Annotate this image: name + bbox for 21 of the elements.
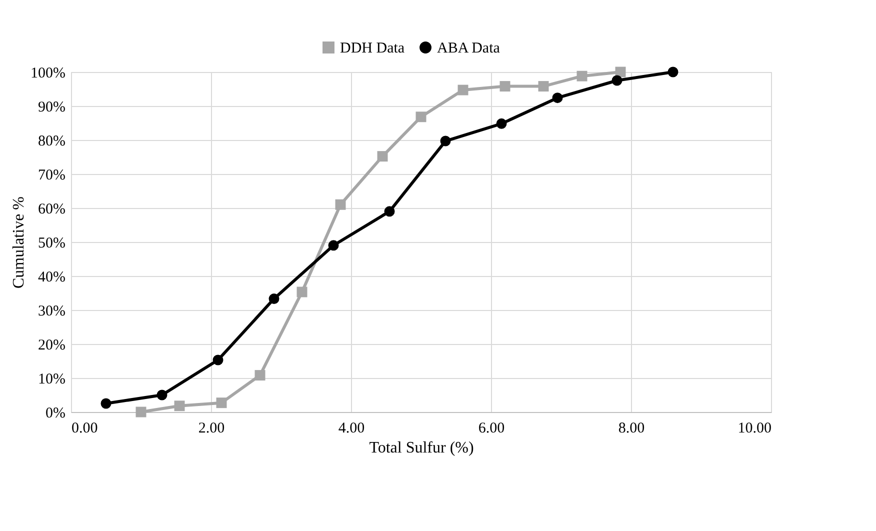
- y-tick-label: 0%: [46, 406, 66, 422]
- x-tick-label: 2.00: [198, 420, 225, 436]
- y-tick-label: 90%: [38, 100, 66, 116]
- y-tick-label: 10%: [38, 372, 66, 388]
- y-tick-label: 70%: [38, 168, 66, 184]
- x-axis-title: Total Sulfur (%): [369, 440, 474, 456]
- x-tick-label: 6.00: [478, 420, 505, 436]
- y-tick-label: 100%: [30, 66, 66, 82]
- legend-label: ABA Data: [437, 40, 500, 57]
- y-tick-label: 20%: [38, 338, 66, 354]
- x-tick-label: 8.00: [618, 420, 645, 436]
- y-tick-label: 30%: [38, 304, 66, 320]
- x-tick-label: 4.00: [338, 420, 365, 436]
- y-tick-label: 50%: [38, 236, 66, 252]
- x-tick-label: 0.00: [72, 420, 98, 436]
- y-axis-title: Cumulative %: [10, 196, 28, 288]
- x-tick-label: 10.00: [738, 420, 772, 436]
- y-tick-label: 60%: [38, 202, 66, 218]
- legend-label: DDH Data: [340, 40, 405, 57]
- y-tick-label: 40%: [38, 270, 66, 286]
- y-tick-label: 80%: [38, 134, 66, 150]
